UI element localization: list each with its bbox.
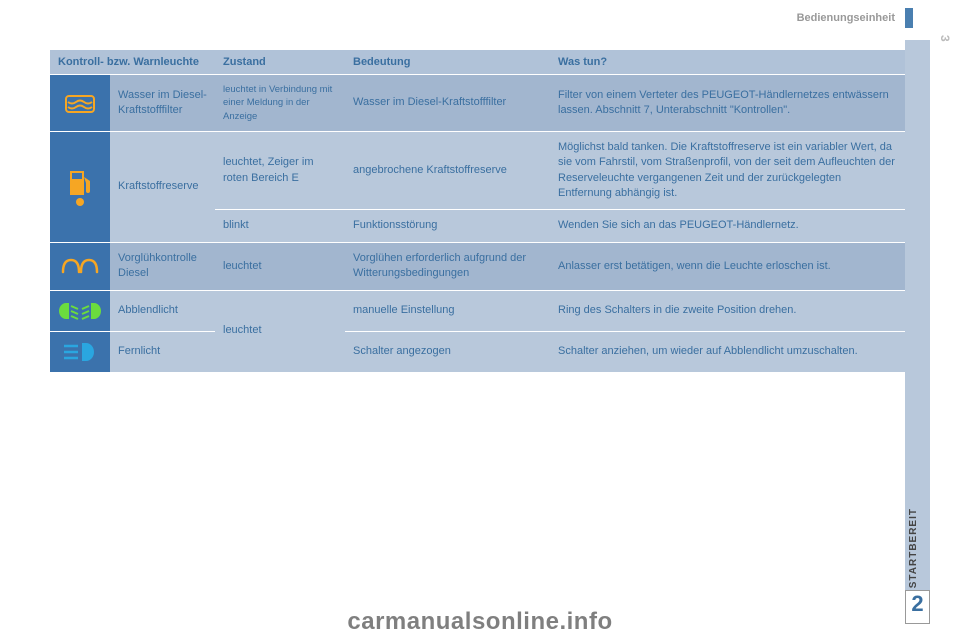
icon-cell xyxy=(50,331,110,372)
table-row: Abblendlicht leuchtet manuelle Einstellu… xyxy=(50,290,905,331)
lamp-meaning: Vorglühen erforderlich aufgrund der Witt… xyxy=(345,242,550,290)
icon-cell xyxy=(50,290,110,331)
col-header-meaning: Bedeutung xyxy=(345,50,550,75)
diesel-filter-icon xyxy=(58,88,102,118)
table-row: Vorglühkontrolle Diesel leuchtet Vorglüh… xyxy=(50,242,905,290)
lamp-action: Anlasser erst betätigen, wenn die Leucht… xyxy=(550,242,905,290)
lamp-state: blinkt xyxy=(215,210,345,242)
lamp-action: Schalter anziehen, um wieder auf Abblend… xyxy=(550,331,905,372)
fuel-reserve-icon xyxy=(58,165,102,209)
highbeam-icon xyxy=(58,340,102,364)
watermark: carmanualsonline.info xyxy=(0,608,960,636)
lamp-name: Vorglühkontrolle Diesel xyxy=(110,242,215,290)
lamp-name: Kraftstoffreserve xyxy=(110,131,215,242)
lamp-state: leuchtet xyxy=(215,242,345,290)
col-header-state: Zustand xyxy=(215,50,345,75)
section-title: Bedienungseinheit xyxy=(797,12,895,24)
page-indicator: 3 xyxy=(938,35,952,42)
lamp-state: leuchtet in Verbindung mit einer Meldung… xyxy=(215,75,345,132)
lamp-action: Wenden Sie sich an das PEUGEOT-Händlerne… xyxy=(550,210,905,242)
table-row: Wasser im Diesel-Kraftstofffilter leucht… xyxy=(50,75,905,132)
table-header-row: Kontroll- bzw. Warnleuchte Zustand Bedeu… xyxy=(50,50,905,75)
lamp-meaning: manuelle Einstellung xyxy=(345,290,550,331)
lamp-meaning: Schalter angezogen xyxy=(345,331,550,372)
lamp-name: Wasser im Diesel-Kraftstofffilter xyxy=(110,75,215,132)
warning-lights-table: Kontroll- bzw. Warnleuchte Zustand Bedeu… xyxy=(50,50,905,373)
lamp-name: Fernlicht xyxy=(110,331,215,372)
lamp-state: leuchtet, Zeiger im roten Bereich E xyxy=(215,131,345,210)
lamp-name: Abblendlicht xyxy=(110,290,215,331)
lowbeam-icon xyxy=(58,299,102,323)
page: Bedienungseinheit 3 Kontroll- bzw. Warnl… xyxy=(0,0,960,640)
lamp-action: Ring des Schalters in die zweite Positio… xyxy=(550,290,905,331)
side-label: STARTBEREIT xyxy=(908,508,919,588)
lamp-state: leuchtet xyxy=(215,290,345,372)
lamp-meaning: Wasser im Diesel-Kraftstofffilter xyxy=(345,75,550,132)
lamp-action: Möglichst bald tanken. Die Kraftstoffres… xyxy=(550,131,905,210)
col-header-lamp: Kontroll- bzw. Warnleuchte xyxy=(50,50,215,75)
lamp-action: Filter von einem Verteter des PEUGEOT-Hä… xyxy=(550,75,905,132)
lamp-meaning: angebrochene Kraftstoffreserve xyxy=(345,131,550,210)
preheat-icon xyxy=(58,254,102,278)
icon-cell xyxy=(50,75,110,132)
icon-cell xyxy=(50,242,110,290)
page-tab xyxy=(905,8,913,28)
table-row: Fernlicht Schalter angezogen Schalter an… xyxy=(50,331,905,372)
col-header-action: Was tun? xyxy=(550,50,905,75)
icon-cell xyxy=(50,131,110,242)
side-column: STARTBEREIT xyxy=(905,40,930,600)
lamp-meaning: Funktionsstörung xyxy=(345,210,550,242)
table-row: Kraftstoffreserve leuchtet, Zeiger im ro… xyxy=(50,131,905,210)
